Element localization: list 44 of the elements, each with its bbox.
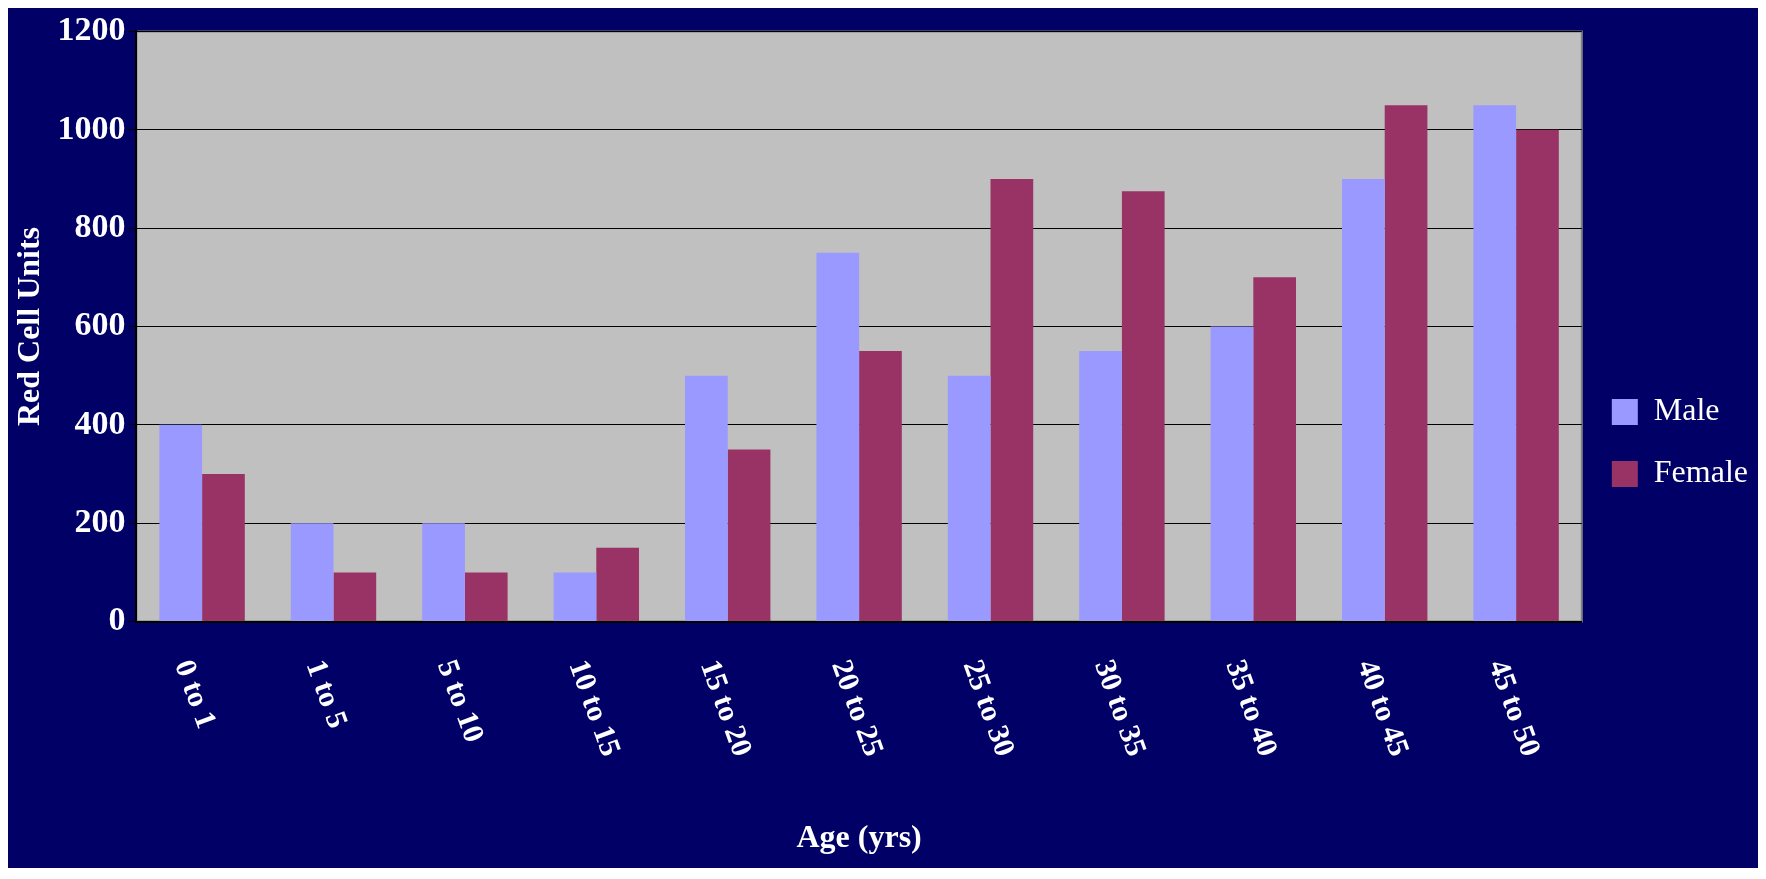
bar [596,547,640,622]
legend-label: Male [1653,391,1720,428]
bar [816,252,860,622]
x-tick-label: 0 to 1 [169,655,225,733]
y-tick-label: 600 [74,305,126,343]
legend-label: Female [1653,453,1748,490]
x-tick-label: 25 to 30 [957,655,1023,761]
bar [422,523,465,622]
bar [1473,105,1517,622]
y-tick-label: 400 [74,403,126,441]
bar [990,178,1034,622]
x-tick-label: 40 to 45 [1351,655,1417,761]
x-axis-title: Age (yrs) [796,818,922,855]
bar [464,572,508,622]
bar [1384,105,1428,622]
bar [333,572,377,622]
bar [1342,178,1385,622]
x-tick-label: 10 to 15 [563,655,629,761]
bar [159,424,203,622]
bar [1253,277,1297,622]
x-tick-label: 1 to 5 [300,655,356,733]
y-tick-label: 800 [74,206,126,244]
bar [290,523,334,622]
bar [859,351,902,622]
x-tick-label: 15 to 20 [694,655,760,761]
y-axis-title: Red Cell Units [10,226,47,427]
bar [727,449,771,622]
bar [947,375,991,622]
y-tick-label: 0 [108,600,126,638]
y-tick-label: 200 [74,502,126,540]
bar [1210,326,1254,622]
x-tick-label: 35 to 40 [1220,655,1286,761]
bar [202,474,245,622]
y-tick-label: 1200 [57,10,126,48]
x-tick-label: 30 to 35 [1088,655,1155,761]
bar [553,572,597,622]
bar [1121,191,1165,622]
bar [1079,351,1122,622]
x-tick-label: 5 to 10 [431,655,493,747]
bar [1516,129,1559,622]
x-tick-label: 20 to 25 [826,655,892,761]
x-tick-label: 45 to 50 [1483,655,1549,761]
y-tick-label: 1000 [57,108,126,146]
bar [685,375,728,622]
